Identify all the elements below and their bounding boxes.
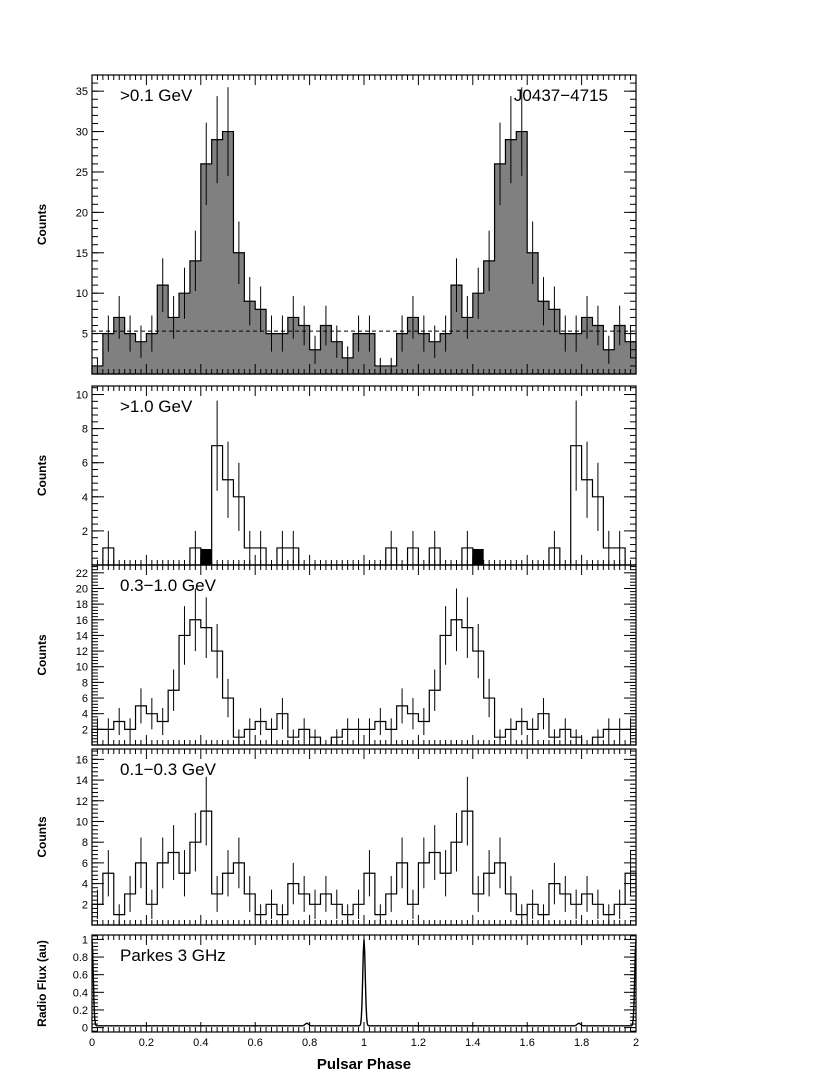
y-tick-label: 6 [82, 693, 88, 705]
y-tick-label: 10 [76, 816, 88, 828]
y-tick-label: 1 [82, 934, 88, 946]
panel-label: >1.0 GeV [120, 397, 193, 416]
y-tick-label: 8 [82, 677, 88, 689]
y-tick-label: 0 [82, 1023, 88, 1035]
y-axis-title: Counts [35, 204, 49, 246]
panel-0p1-0p3-gev: 2 4 6 8 10 12 14 16 0.1−0.3 GeV Counts [35, 748, 637, 926]
y-tick-label: 22 [76, 568, 88, 580]
y-tick-label: 16 [76, 615, 88, 627]
y-axis-title: Counts [35, 455, 49, 497]
y-tick-label: 10 [76, 288, 88, 300]
y-tick-label: 30 [76, 127, 88, 139]
y-tick-label: 8 [82, 424, 88, 436]
y-tick-label: 12 [76, 646, 88, 658]
y-tick-label: 18 [76, 599, 88, 611]
y-tick-label: 25 [76, 167, 88, 179]
phase-marker [472, 549, 484, 565]
panel-0p3-1p0-gev: 2 4 6 8 10 12 14 16 18 20 22 0.3−1.0 GeV Counts [35, 564, 637, 746]
y-tick-label: 0.2 [73, 1005, 88, 1017]
x-tick-label: 1.6 [520, 1037, 535, 1049]
panel-label: Parkes 3 GHz [120, 946, 226, 965]
y-tick-label: 16 [76, 754, 88, 766]
y-tick-label: 14 [76, 630, 88, 642]
panel-label: 0.1−0.3 GeV [120, 760, 217, 779]
y-tick-label: 5 [82, 329, 88, 341]
x-axis-title: Pulsar Phase [317, 1056, 411, 1073]
y-axis-title: Counts [35, 816, 49, 858]
x-tick-label: 1.2 [411, 1037, 426, 1049]
y-tick-label: 0.6 [73, 970, 88, 982]
y-axis-title: Counts [35, 634, 49, 676]
histogram-0p1-0p3-gev [91, 810, 637, 926]
y-tick-label: 14 [76, 775, 88, 787]
pulsar-name-label: J0437−4715 [514, 86, 608, 105]
x-tick-label: 1.4 [465, 1037, 480, 1049]
y-tick-label: 6 [82, 858, 88, 870]
y-axis-title: Radio Flux (au) [35, 940, 49, 1027]
y-tick-label: 12 [76, 796, 88, 808]
x-tick-label: 2 [633, 1037, 639, 1049]
y-tick-label: 35 [76, 86, 88, 98]
y-tick-label: 6 [82, 458, 88, 470]
phase-marker [200, 549, 212, 565]
x-tick-label: 0.2 [139, 1037, 154, 1049]
y-tick-label: 4 [82, 879, 88, 891]
y-tick-label: 10 [76, 662, 88, 674]
y-tick-label: 4 [82, 709, 88, 721]
y-tick-label: 0.8 [73, 952, 88, 964]
x-tick-label: 0 [89, 1037, 95, 1049]
panel-gt-0p1-gev: 5 10 15 20 25 30 35 >0.1 GeV Counts [35, 74, 637, 375]
y-tick-label: 20 [76, 207, 88, 219]
panel-gt-1p0-gev: 2 4 6 8 10 >1.0 GeV Counts [35, 385, 637, 566]
y-tick-label: 2 [82, 526, 88, 538]
y-tick-label: 20 [76, 583, 88, 595]
x-tick-label: 0.4 [193, 1037, 208, 1049]
x-tick-label: 1.8 [574, 1037, 589, 1049]
y-tick-label: 4 [82, 492, 88, 504]
panel-label: 0.3−1.0 GeV [120, 576, 217, 595]
panel-label: >0.1 GeV [120, 86, 193, 105]
x-tick-label: 0.6 [248, 1037, 263, 1049]
panel-parkes-3ghz: 0 0.2 0.4 0.6 0.8 1 0 0.2 0.4 0.6 0.8 1 1.2 1.4 1.6 1.8… [35, 934, 639, 1049]
x-tick-label: 1 [361, 1037, 367, 1049]
y-tick-label: 10 [76, 390, 88, 402]
x-tick-label: 0.8 [302, 1037, 317, 1049]
y-tick-label: 15 [76, 248, 88, 260]
y-tick-label: 2 [82, 724, 88, 736]
y-tick-label: 2 [82, 899, 88, 911]
y-tick-label: 8 [82, 837, 88, 849]
y-tick-label: 0.4 [73, 987, 88, 999]
